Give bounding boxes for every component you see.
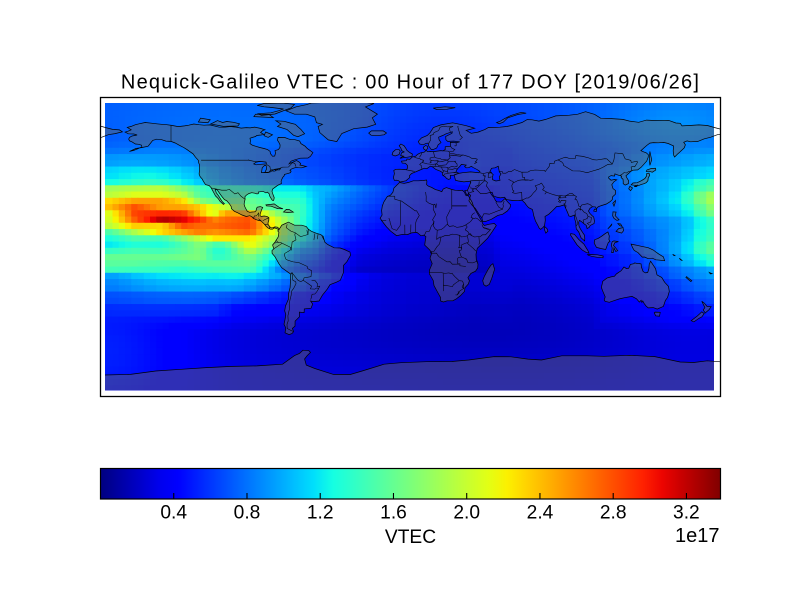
svg-text:1e17: 1e17: [675, 525, 720, 547]
svg-text:2.0: 2.0: [453, 503, 480, 524]
svg-text:0.4: 0.4: [160, 503, 187, 524]
svg-text:3.2: 3.2: [673, 503, 700, 524]
svg-text:1.6: 1.6: [380, 503, 407, 524]
svg-text:1.2: 1.2: [307, 503, 334, 524]
svg-text:2.4: 2.4: [527, 503, 554, 524]
svg-text:VTEC: VTEC: [385, 527, 436, 548]
svg-text:2.8: 2.8: [600, 503, 627, 524]
svg-text:Nequick-Galileo VTEC : 00 Hour: Nequick-Galileo VTEC : 00 Hour of 177 DO…: [121, 72, 700, 94]
svg-text:0.8: 0.8: [234, 503, 261, 524]
